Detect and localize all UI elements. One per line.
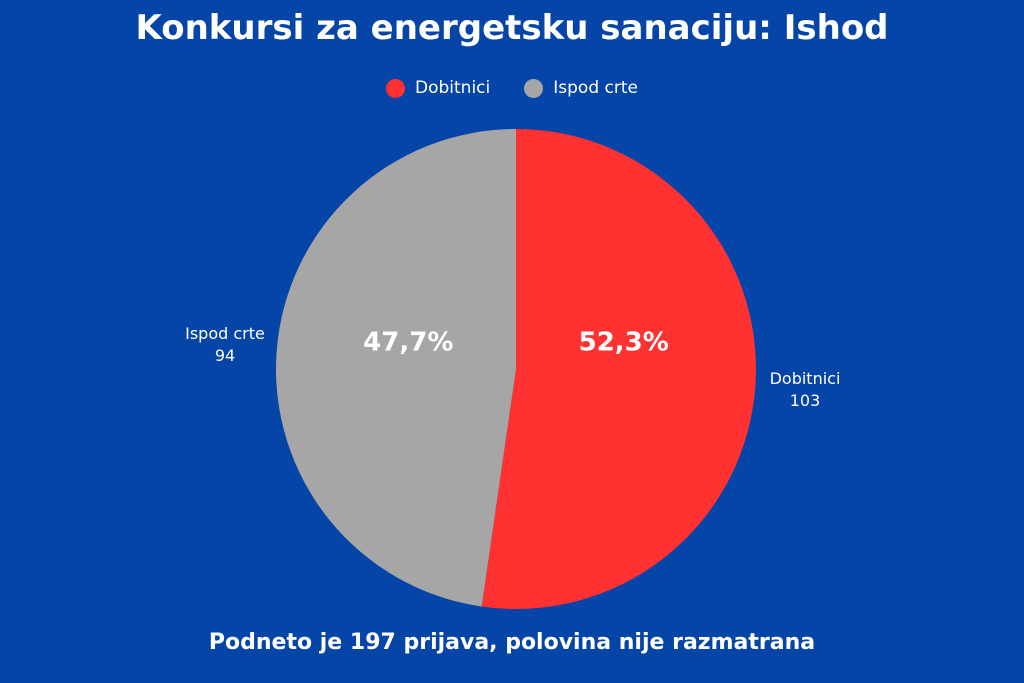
outer-value-dobitnici: 103: [790, 391, 821, 410]
chart-subtitle: Podneto je 197 prijava, polovina nije ra…: [208, 630, 816, 655]
pie-slice-ispod-crte: [275, 129, 516, 607]
outer-label-dobitnici: Dobitnici: [770, 369, 841, 388]
percent-label-ispod-crte: 47,7%: [363, 328, 453, 358]
legend-swatch-dobitnici: [386, 78, 406, 98]
outer-label-ispod-crte: Ispod crte: [185, 324, 265, 343]
legend-label-dobitnici: Dobitnici: [415, 78, 491, 98]
pie-slice-dobitnici: [481, 129, 756, 609]
legend-swatch-ispod-crte: [524, 78, 544, 98]
chart-legend: Dobitnici Ispod crte: [0, 78, 1024, 98]
legend-item-ispod-crte: Ispod crte: [524, 78, 638, 98]
legend-label-ispod-crte: Ispod crte: [553, 78, 638, 98]
percent-label-dobitnici: 52,3%: [579, 328, 669, 358]
chart-title: Konkursi za energetsku sanaciju: Ishod: [135, 8, 889, 48]
outer-value-ispod-crte: 94: [215, 346, 235, 365]
legend-item-dobitnici: Dobitnici: [386, 78, 490, 98]
